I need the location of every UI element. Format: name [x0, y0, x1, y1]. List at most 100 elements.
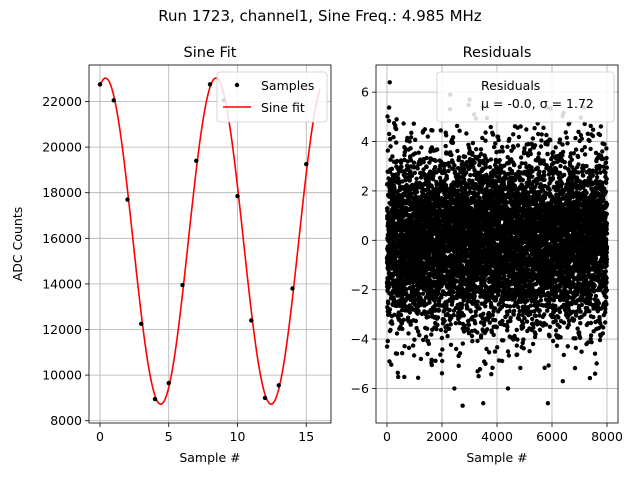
residual-point [433, 165, 437, 169]
residual-point [491, 132, 495, 136]
residual-point [449, 343, 453, 347]
sample-point [139, 322, 143, 326]
residual-point [406, 331, 410, 335]
residual-point [496, 138, 500, 142]
residual-point [446, 169, 450, 173]
residual-point [402, 344, 406, 348]
residual-point [489, 157, 493, 161]
residual-point [498, 158, 502, 162]
residual-point [445, 334, 449, 338]
residual-point [433, 359, 437, 363]
residual-point [423, 127, 427, 131]
residual-point [519, 155, 523, 159]
residual-point [460, 160, 464, 164]
residual-point [457, 364, 461, 368]
residual-point [466, 327, 470, 331]
residual-point [488, 165, 492, 169]
residual-point [411, 343, 415, 347]
sample-point [112, 98, 116, 102]
sample-point [263, 396, 267, 400]
residual-point [464, 170, 468, 174]
figure-suptitle: Run 1723, channel1, Sine Freq.: 4.985 MH… [158, 7, 482, 25]
residual-point [517, 135, 521, 139]
residual-point [440, 359, 444, 363]
residual-point [399, 313, 403, 317]
residual-point [513, 184, 517, 188]
legend-label-sine-fit: Sine fit [261, 100, 305, 115]
residual-point [402, 375, 406, 379]
residual-point [475, 339, 479, 343]
residual-point [426, 134, 430, 138]
residual-point [512, 309, 516, 313]
residual-point [491, 313, 495, 317]
residual-point [444, 144, 448, 148]
sample-point [153, 397, 157, 401]
residual-point [414, 319, 418, 323]
residual-point [471, 141, 475, 145]
residual-point [421, 292, 425, 296]
residual-point [481, 312, 485, 316]
residual-point [427, 342, 431, 346]
x-tick-label: 10 [230, 429, 246, 444]
residual-point [427, 300, 431, 304]
residual-point [515, 328, 519, 332]
residual-point [438, 353, 442, 357]
residual-point [505, 145, 509, 149]
residual-point [395, 331, 399, 335]
residual-point [426, 315, 430, 319]
residual-point [387, 105, 391, 109]
residual-point [394, 127, 398, 131]
residual-point [442, 319, 446, 323]
residual-point [425, 352, 429, 356]
residual-point [458, 351, 462, 355]
residual-point [464, 131, 468, 135]
residual-point [474, 313, 478, 317]
residual-point [457, 155, 461, 159]
residual-point [412, 161, 416, 165]
residual-point [389, 363, 393, 367]
x-tick-label: 0 [96, 429, 104, 444]
residual-point [489, 372, 493, 376]
residual-point [417, 292, 421, 296]
residual-point [394, 117, 398, 121]
residual-point [510, 171, 514, 175]
residual-point [386, 148, 390, 152]
residual-point [396, 375, 400, 379]
residual-point [449, 153, 453, 157]
residual-point [386, 301, 390, 305]
residual-point [390, 154, 394, 158]
residual-point [408, 146, 412, 150]
residual-point [437, 308, 441, 312]
residual-point [452, 313, 456, 317]
residual-point [447, 327, 451, 331]
sample-point [98, 82, 102, 86]
residual-point [468, 173, 472, 177]
residual-point [451, 141, 455, 145]
residual-point [478, 367, 482, 371]
residual-point [506, 349, 510, 353]
residual-point [515, 343, 519, 347]
residual-point [475, 330, 479, 334]
residual-point [416, 166, 420, 170]
residual-point [502, 274, 506, 278]
y-tick-label: 8000 [50, 413, 82, 428]
residual-point [394, 140, 398, 144]
residual-point [400, 327, 404, 331]
residual-point [519, 124, 523, 128]
residual-point [408, 139, 412, 143]
residual-point [463, 155, 467, 159]
residual-point [508, 304, 512, 308]
residual-point [507, 137, 511, 141]
residual-point [485, 327, 489, 331]
residual-point [500, 359, 504, 363]
residual-point [413, 171, 417, 175]
residual-point [451, 290, 455, 294]
residual-point [424, 335, 428, 339]
residual-point [447, 308, 451, 312]
residual-point [445, 176, 449, 180]
residual-point [440, 347, 444, 351]
sample-point [277, 383, 281, 387]
residual-point [465, 305, 469, 309]
residual-point [413, 138, 417, 142]
